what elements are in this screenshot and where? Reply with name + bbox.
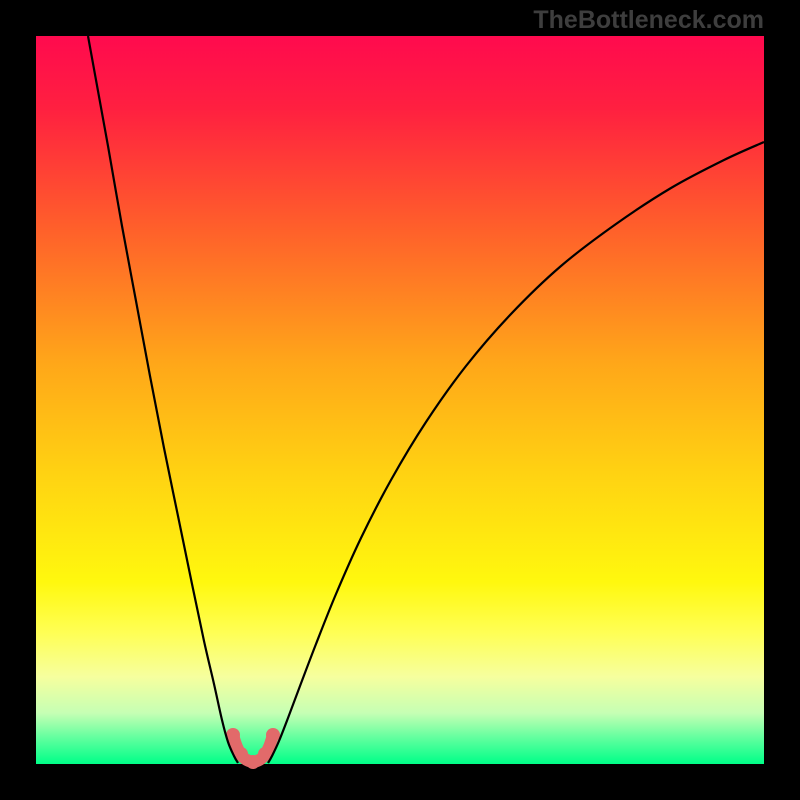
chart-svg <box>0 0 800 800</box>
highlight-dot <box>246 755 260 769</box>
watermark-text: TheBottleneck.com <box>533 6 764 35</box>
highlight-dot <box>266 728 280 742</box>
figure-container: TheBottleneck.com <box>0 0 800 800</box>
curve-left <box>88 36 238 763</box>
curve-right <box>268 142 764 763</box>
